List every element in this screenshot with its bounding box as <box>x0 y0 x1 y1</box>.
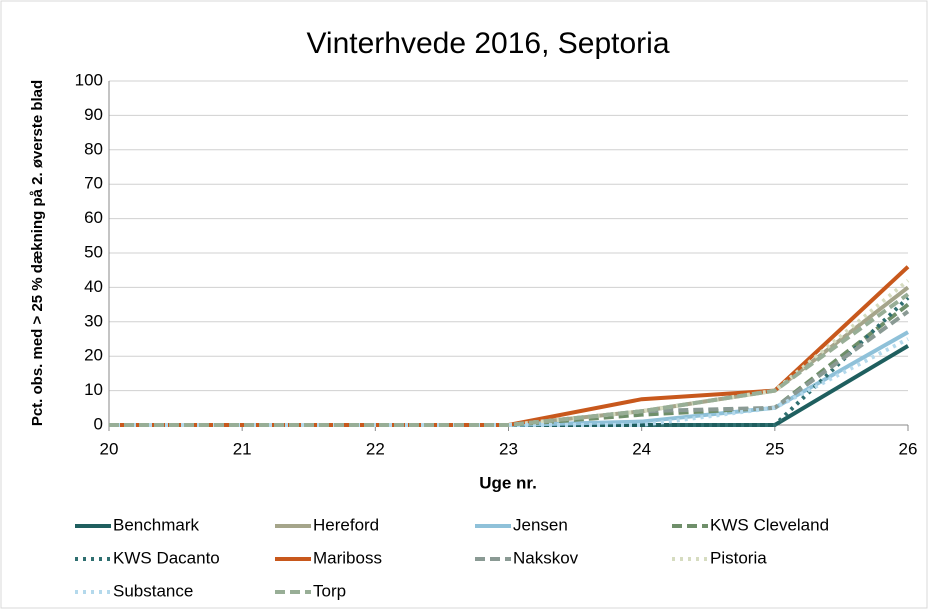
series-line <box>109 296 910 427</box>
x-tick-label: 21 <box>233 439 252 458</box>
y-tick-label: 40 <box>84 277 103 296</box>
y-tick-label: 0 <box>94 414 103 433</box>
legend-label: KWS Dacanto <box>113 548 220 567</box>
series-line <box>109 292 910 427</box>
x-tick-label: 24 <box>632 439 651 458</box>
y-tick-label: 30 <box>84 311 103 330</box>
legend-label: Mariboss <box>313 548 382 567</box>
y-tick-label: 90 <box>84 105 103 124</box>
y-tick-label: 60 <box>84 208 103 227</box>
x-tick-label: 22 <box>366 439 385 458</box>
legend-label: Hereford <box>313 515 379 534</box>
series-line <box>109 337 909 427</box>
x-tick-label: 26 <box>899 439 918 458</box>
legend-label: Jensen <box>513 515 568 534</box>
legend-label: Torp <box>313 581 346 600</box>
y-tick-label: 20 <box>84 346 103 365</box>
y-tick-label: 10 <box>84 380 103 399</box>
y-axis-title: Pct. obs. med > 25 % dækning på 2. øvers… <box>29 80 46 426</box>
x-axis-title: Uge nr. <box>479 473 537 492</box>
y-tick-label: 70 <box>84 174 103 193</box>
x-tick-label: 20 <box>100 439 119 458</box>
y-tick-label: 50 <box>84 242 103 261</box>
chart-title: Vinterhvede 2016, Septoria <box>306 27 669 60</box>
x-tick-label: 25 <box>765 439 784 458</box>
y-tick-label: 80 <box>84 139 103 158</box>
x-tick-label: 23 <box>499 439 518 458</box>
y-tick-label: 100 <box>75 70 103 89</box>
legend-label: KWS Cleveland <box>710 515 829 534</box>
legend-label: Substance <box>113 581 193 600</box>
legend-label: Benchmark <box>113 515 199 534</box>
legend-label: Nakskov <box>513 548 579 567</box>
legend-label: Pistoria <box>710 548 767 567</box>
